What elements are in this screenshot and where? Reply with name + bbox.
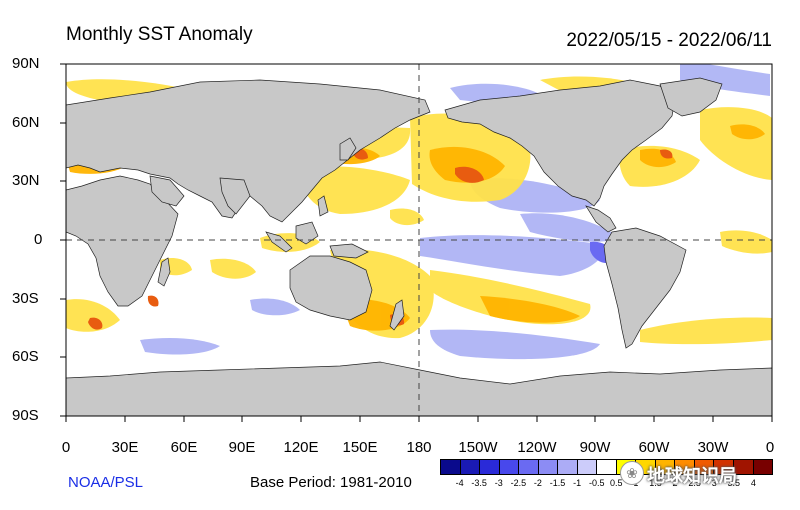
x-label-30e: 30E (111, 439, 139, 456)
colorbar-cell (753, 460, 773, 474)
colorbar-tick-label: 0.5 (610, 478, 623, 488)
x-label-150w: 150W (458, 439, 498, 456)
greenland-landmass (659, 77, 723, 117)
watermark-text: 地球知识局 (647, 466, 737, 486)
colorbar-cell (694, 460, 715, 474)
colorbar-cell (733, 460, 754, 474)
madagascar-landmass (157, 257, 171, 287)
x-label-120w: 120W (517, 439, 557, 456)
colorbar-tick-label: -3.5 (471, 478, 487, 488)
map-title: Monthly SST Anomaly (66, 24, 253, 45)
colorbar-tick-label: 1.5 (649, 478, 662, 488)
sumatra-island (265, 231, 293, 253)
colorbar-tick-label: -3 (494, 478, 503, 488)
north-america-landmass (444, 79, 676, 207)
y-label-30n: 30N (12, 172, 40, 189)
colorbar-tick-label: 2.5 (688, 478, 701, 488)
x-label-120e: 120E (283, 439, 319, 456)
colorbar-cell (655, 460, 676, 474)
y-label-90s: 90S (12, 407, 39, 424)
colorbar-tick-label: -0.5 (588, 478, 605, 488)
x-ticks (65, 416, 773, 422)
colorbar-tick-label: 3.5 (727, 478, 741, 488)
date-range: 2022/05/15 - 2022/06/11 (566, 30, 772, 51)
y-ticks (60, 63, 66, 417)
colorbar-cell (577, 460, 598, 474)
colorbar-tick-label: -1 (573, 478, 582, 488)
colorbar-cell (499, 460, 520, 474)
y-label-30s: 30S (12, 290, 39, 307)
colorbar-cell (441, 460, 461, 474)
colorbar-tick-label: 4 (750, 478, 756, 488)
colorbar-cell (480, 460, 500, 474)
colorbar-cell (675, 460, 695, 474)
india-landmass (219, 177, 251, 215)
south-america-landmass (603, 227, 687, 349)
x-label-150e: 150E (342, 439, 378, 456)
philippines-island (317, 195, 329, 217)
colorbar-tick-label: -1.5 (549, 478, 566, 488)
x-label-60w: 60W (638, 439, 670, 456)
colorbar-tick-label: 3 (711, 478, 717, 488)
central-america-landmass (585, 205, 617, 233)
colorbar-tick-label: -2.5 (510, 478, 527, 488)
y-label-60s: 60S (12, 348, 39, 365)
y-label-60n: 60N (12, 114, 40, 131)
source-label: NOAA/PSL (68, 474, 144, 491)
y-label-90n: 90N (12, 55, 40, 72)
y-label-0: 0 (34, 231, 43, 248)
x-label-180: 180 (406, 439, 432, 456)
new-guinea-island (329, 243, 369, 259)
colorbar-tick-label: -4 (455, 478, 464, 488)
arabia-landmass (149, 175, 185, 207)
colorbar-tick-label: -2 (533, 478, 542, 488)
land-masses (66, 77, 772, 416)
colorbar-cell (538, 460, 559, 474)
australia-landmass (289, 255, 373, 321)
base-period-label: Base Period: 1981-2010 (250, 474, 412, 491)
x-label-0-end: 0 (765, 439, 775, 456)
colorbar-cell (597, 460, 617, 474)
colorbar-cell (558, 460, 578, 474)
colorbar-cell (714, 460, 734, 474)
colorbar-tick-label: 2 (672, 478, 678, 488)
x-label-90w: 90W (579, 439, 611, 456)
new-zealand-island (389, 299, 405, 331)
colorbar-cell (460, 460, 481, 474)
x-label-30w: 30W (697, 439, 729, 456)
eurasia-landmass (66, 79, 431, 223)
watermark-icon: ❀ (620, 461, 644, 485)
africa-landmass (66, 175, 179, 307)
colorbar (440, 459, 773, 475)
japan-island (339, 137, 357, 161)
x-label-60e: 60E (170, 439, 198, 456)
x-label-0: 0 (61, 439, 71, 456)
x-label-90e: 90E (228, 439, 256, 456)
colorbar-cell (519, 460, 539, 474)
